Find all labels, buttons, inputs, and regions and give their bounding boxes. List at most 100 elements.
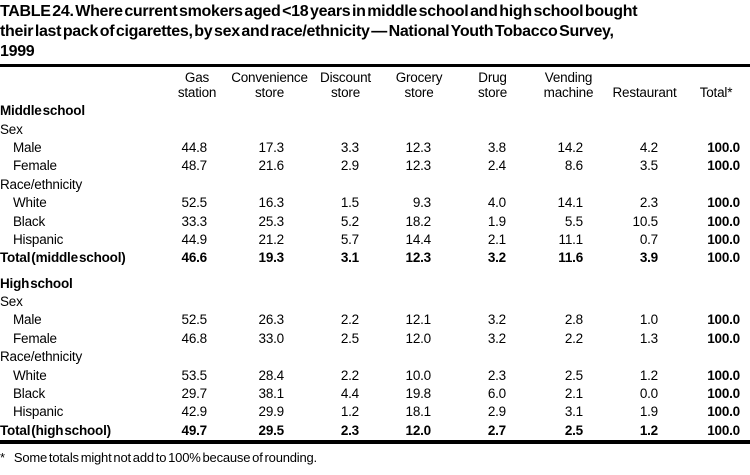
column-header-restaurant: Restaurant	[607, 67, 682, 102]
table-row: Race/ethnicity	[0, 176, 750, 194]
rule-below-table	[0, 440, 750, 445]
column-header-text: Grocery	[395, 70, 443, 85]
data-cell: 17.3	[258, 139, 285, 155]
data-cell: 21.6	[258, 158, 285, 174]
data-cell: 3.1	[340, 250, 359, 266]
column-header-vending-machine: Vending machine	[530, 67, 607, 102]
data-cell: 52.5	[181, 195, 208, 211]
column-header-drug-store: Drug store	[455, 67, 530, 102]
table-row: Black 33.3 25.3 5.2 18.2 1.9 5.5 10.5 100.0	[0, 212, 750, 230]
footnote: * Some totals might not add to 100% becau…	[0, 450, 750, 465]
data-cell: 1.5	[340, 195, 359, 211]
data-cell: 11.1	[558, 231, 584, 247]
data-cell: 3.1	[564, 404, 583, 420]
data-cell: 2.2	[340, 367, 359, 383]
row-label: Sex	[0, 294, 23, 310]
table-row: Hispanic 42.9 29.9 1.2 18.1 2.9 3.1 1.9 100.0	[0, 403, 750, 421]
column-header-discount-store: Discount store	[308, 67, 383, 102]
data-cell: 2.1	[564, 386, 583, 402]
data-cell: 100.0	[707, 158, 740, 174]
empty-cell	[163, 120, 750, 138]
column-header-text: Discount	[320, 70, 371, 85]
data-cell: 3.2	[487, 330, 506, 346]
row-label: White	[13, 367, 47, 383]
row-label: Total (high school)	[0, 422, 111, 438]
data-cell: 5.7	[340, 231, 359, 247]
row-label: Middle school	[0, 103, 85, 119]
data-cell: 11.6	[558, 250, 583, 266]
table-row: High school	[0, 268, 750, 293]
column-header-text: store	[254, 85, 284, 100]
column-header-text: store	[330, 85, 360, 100]
data-cell: 100.0	[707, 330, 740, 346]
row-label: Total (middle school)	[0, 250, 126, 266]
table-row: Male 52.5 26.3 2.2 12.1 3.2 2.8 1.0 100.0	[0, 311, 750, 329]
column-header-text: machine	[543, 85, 594, 100]
column-header-grocery-store: Grocery store	[383, 67, 455, 102]
data-cell: 4.4	[340, 386, 359, 402]
row-label: Hispanic	[13, 404, 64, 420]
table-row: Sex	[0, 293, 750, 311]
column-header-text: Gas	[184, 70, 210, 85]
column-header-text: Drug	[478, 70, 507, 85]
data-cell: 44.8	[181, 139, 208, 155]
data-cell: 100.0	[707, 312, 740, 328]
data-cell: 14.2	[557, 139, 584, 155]
data-cell: 49.7	[181, 422, 208, 438]
data-cell: 1.3	[639, 330, 658, 346]
data-table: Gas station Convenience store Discount store G…	[0, 67, 750, 440]
data-cell: 100.0	[707, 213, 740, 229]
data-cell: 2.3	[487, 367, 506, 383]
title-line-1: TABLE 24. Where current smokers aged <18…	[0, 3, 638, 20]
row-label-column-header	[0, 67, 163, 102]
data-cell: 3.5	[639, 158, 658, 174]
data-cell: 16.3	[258, 195, 285, 211]
data-cell: 1.9	[639, 404, 658, 420]
data-cell: 18.2	[405, 213, 432, 229]
data-cell: 1.2	[340, 404, 359, 420]
data-cell: 2.5	[340, 330, 359, 346]
row-label: Race/ethnicity	[0, 349, 82, 365]
data-cell: 2.1	[487, 231, 506, 247]
data-cell: 2.3	[340, 422, 359, 438]
data-cell: 28.4	[258, 367, 285, 383]
data-cell: 12.0	[405, 330, 432, 346]
data-cell: 14.4	[405, 231, 432, 247]
data-cell: 2.7	[487, 422, 506, 438]
table-row: White 53.5 28.4 2.2 10.0 2.3 2.5 1.2 100.0	[0, 366, 750, 384]
data-cell: 2.5	[564, 367, 583, 383]
data-cell: 100.0	[707, 231, 740, 247]
column-header-text: store	[477, 85, 507, 100]
data-cell: 100.0	[707, 422, 740, 438]
footnote-text: Some totals might not add to 100% becaus…	[13, 450, 317, 466]
data-cell: 12.1	[405, 312, 432, 328]
column-header-text	[682, 70, 750, 85]
data-cell: 29.5	[258, 422, 285, 438]
data-cell: 18.1	[405, 404, 432, 420]
data-cell: 3.3	[340, 139, 359, 155]
data-cell: 3.8	[487, 139, 506, 155]
row-label: White	[13, 195, 47, 211]
data-cell: 12.0	[405, 422, 432, 438]
data-cell: 2.8	[564, 312, 583, 328]
data-cell: 2.2	[564, 330, 583, 346]
table-row: Middle school	[0, 102, 750, 120]
empty-cell	[163, 176, 750, 194]
column-header-total: Total*	[682, 67, 750, 102]
table-title: TABLE 24. Where current smokers aged <18…	[0, 2, 750, 62]
data-cell: 100.0	[707, 404, 740, 420]
column-header-text: store	[404, 85, 434, 100]
column-header-text: Total*	[699, 85, 733, 100]
data-cell: 100.0	[707, 195, 740, 211]
table-row: Black 29.7 38.1 4.4 19.8 6.0 2.1 0.0 100.0	[0, 385, 750, 403]
data-cell: 4.0	[487, 195, 506, 211]
header-row: Gas station Convenience store Discount store G…	[0, 67, 750, 102]
table-row: Female 46.8 33.0 2.5 12.0 3.2 2.2 1.3 100.0	[0, 330, 750, 348]
data-cell: 12.3	[405, 158, 432, 174]
data-cell: 2.9	[340, 158, 359, 174]
data-cell: 100.0	[707, 367, 740, 383]
data-cell: 2.9	[487, 404, 506, 420]
data-cell: 5.2	[340, 213, 359, 229]
row-label: Male	[13, 139, 42, 155]
data-cell: 3.9	[639, 250, 658, 266]
